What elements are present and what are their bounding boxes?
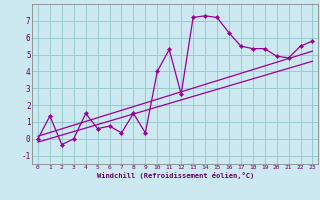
X-axis label: Windchill (Refroidissement éolien,°C): Windchill (Refroidissement éolien,°C) — [97, 172, 254, 179]
